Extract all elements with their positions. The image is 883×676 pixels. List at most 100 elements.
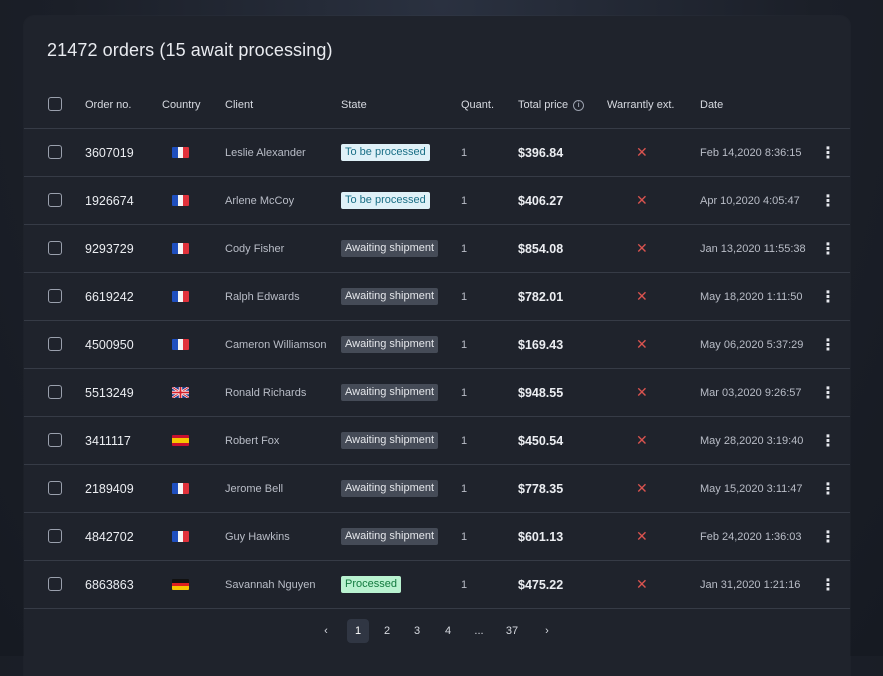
- page-button-3[interactable]: 3: [413, 625, 421, 637]
- client-name: Leslie Alexander: [225, 146, 306, 159]
- country-cell: [172, 321, 189, 368]
- row-checkbox[interactable]: [48, 385, 62, 399]
- state-cell: Awaiting shipment: [341, 321, 439, 368]
- total-price: $475.22: [518, 577, 564, 592]
- state-cell: Awaiting shipment: [341, 417, 439, 464]
- table-row[interactable]: 3607019 Leslie Alexander To be processed 1 $…: [24, 129, 850, 177]
- client-name: Ronald Richards: [225, 386, 307, 399]
- client-name: Ralph Edwards: [225, 290, 300, 303]
- orders-panel: 21472 orders (15 await processing) Order…: [24, 16, 850, 676]
- state-cell: Awaiting shipment: [341, 465, 439, 512]
- select-all-checkbox[interactable]: [48, 97, 62, 111]
- country-cell: [172, 129, 189, 176]
- order-number: 2189409: [85, 481, 134, 496]
- client-name: Cody Fisher: [225, 242, 285, 255]
- status-badge: Awaiting shipment: [341, 288, 439, 305]
- next-page-button[interactable]: ›: [545, 625, 549, 637]
- order-date: Feb 24,2020 1:36:03: [700, 530, 802, 543]
- fr-flag-icon: [172, 243, 189, 254]
- column-header-quantity[interactable]: Quant.: [461, 99, 495, 111]
- table-row[interactable]: 4842702 Guy Hawkins Awaiting shipment 1 $601…: [24, 513, 850, 561]
- fr-flag-icon: [172, 291, 189, 302]
- more-options-icon[interactable]: ⋮: [820, 144, 836, 162]
- table-row[interactable]: 9293729 Cody Fisher Awaiting shipment 1 $854…: [24, 225, 850, 273]
- more-options-icon[interactable]: ⋮: [820, 432, 836, 450]
- order-date: Feb 14,2020 8:36:15: [700, 146, 802, 159]
- page-button-1[interactable]: 1: [347, 619, 369, 643]
- order-number: 9293729: [85, 241, 134, 256]
- quantity: 1: [461, 386, 468, 399]
- client-name: Guy Hawkins: [225, 530, 290, 543]
- more-options-icon[interactable]: ⋮: [820, 384, 836, 402]
- table-row[interactable]: 6619242 Ralph Edwards Awaiting shipment 1 $7…: [24, 273, 850, 321]
- status-badge: To be processed: [341, 192, 430, 209]
- total-price: $396.84: [518, 145, 564, 160]
- row-checkbox[interactable]: [48, 289, 62, 303]
- more-options-icon[interactable]: ⋮: [820, 576, 836, 594]
- row-checkbox[interactable]: [48, 529, 62, 543]
- total-price: $169.43: [518, 337, 564, 352]
- column-header-order-no[interactable]: Order no.: [85, 99, 132, 111]
- total-price: $778.35: [518, 481, 564, 496]
- status-badge: Processed: [341, 576, 401, 593]
- page-button-4[interactable]: 4: [444, 625, 452, 637]
- total-price: $601.13: [518, 529, 564, 544]
- state-cell: Processed: [341, 561, 401, 608]
- column-header-state[interactable]: State: [341, 99, 367, 111]
- row-checkbox[interactable]: [48, 337, 62, 351]
- column-header-warranty[interactable]: Warrantly ext.: [607, 99, 675, 111]
- row-checkbox[interactable]: [48, 241, 62, 255]
- quantity: 1: [461, 482, 468, 495]
- status-badge: Awaiting shipment: [341, 240, 439, 257]
- close-icon: ✕: [636, 192, 648, 208]
- order-date: Apr 10,2020 4:05:47: [700, 194, 800, 207]
- page-button-2[interactable]: 2: [383, 625, 391, 637]
- column-header-total-price[interactable]: Total price i: [518, 82, 585, 128]
- quantity: 1: [461, 290, 468, 303]
- country-cell: [172, 225, 189, 272]
- more-options-icon[interactable]: ⋮: [820, 336, 836, 354]
- more-options-icon[interactable]: ⋮: [820, 528, 836, 546]
- row-checkbox[interactable]: [48, 433, 62, 447]
- state-cell: Awaiting shipment: [341, 225, 439, 272]
- quantity: 1: [461, 338, 468, 351]
- country-cell: [172, 417, 189, 464]
- close-icon: ✕: [636, 288, 648, 304]
- table-row[interactable]: 3411117 Robert Fox Awaiting shipment 1 $450.…: [24, 417, 850, 465]
- order-date: Jan 13,2020 11:55:38: [700, 242, 806, 255]
- status-badge: Awaiting shipment: [341, 480, 439, 497]
- row-checkbox[interactable]: [48, 145, 62, 159]
- order-date: Mar 03,2020 9:26:57: [700, 386, 802, 399]
- row-checkbox[interactable]: [48, 193, 62, 207]
- row-checkbox[interactable]: [48, 481, 62, 495]
- uk-flag-icon: [172, 387, 189, 398]
- table-header: Order no. Country Client State Quant. To…: [24, 82, 850, 129]
- page-title: 21472 orders (15 await processing): [47, 40, 333, 60]
- column-header-country[interactable]: Country: [162, 99, 201, 111]
- row-checkbox[interactable]: [48, 577, 62, 591]
- column-header-client[interactable]: Client: [225, 99, 254, 111]
- order-number: 3607019: [85, 145, 134, 160]
- close-icon: ✕: [636, 336, 648, 352]
- table-row[interactable]: 1926674 Arlene McCoy To be processed 1 $406.…: [24, 177, 850, 225]
- order-number: 4842702: [85, 529, 134, 544]
- page-button-37[interactable]: 37: [505, 625, 519, 637]
- table-row[interactable]: 4500950 Cameron Williamson Awaiting shipme…: [24, 321, 850, 369]
- es-flag-icon: [172, 435, 189, 446]
- more-options-icon[interactable]: ⋮: [820, 288, 836, 306]
- more-options-icon[interactable]: ⋮: [820, 192, 836, 210]
- country-cell: [172, 273, 189, 320]
- de-flag-icon: [172, 579, 189, 590]
- prev-page-button[interactable]: ‹: [324, 625, 328, 637]
- more-options-icon[interactable]: ⋮: [820, 480, 836, 498]
- info-icon[interactable]: i: [573, 99, 585, 111]
- close-icon: ✕: [636, 480, 648, 496]
- more-options-icon[interactable]: ⋮: [820, 240, 836, 258]
- fr-flag-icon: [172, 483, 189, 494]
- table-row[interactable]: 6863863 Savannah Nguyen Processed 1 $475.22 ✕…: [24, 561, 850, 609]
- status-badge: Awaiting shipment: [341, 432, 439, 449]
- column-header-date[interactable]: Date: [700, 99, 724, 111]
- close-icon: ✕: [636, 528, 648, 544]
- table-row[interactable]: 2189409 Jerome Bell Awaiting shipment 1 $778…: [24, 465, 850, 513]
- table-row[interactable]: 5513249 Ronald Richards Awaiting shipment 1…: [24, 369, 850, 417]
